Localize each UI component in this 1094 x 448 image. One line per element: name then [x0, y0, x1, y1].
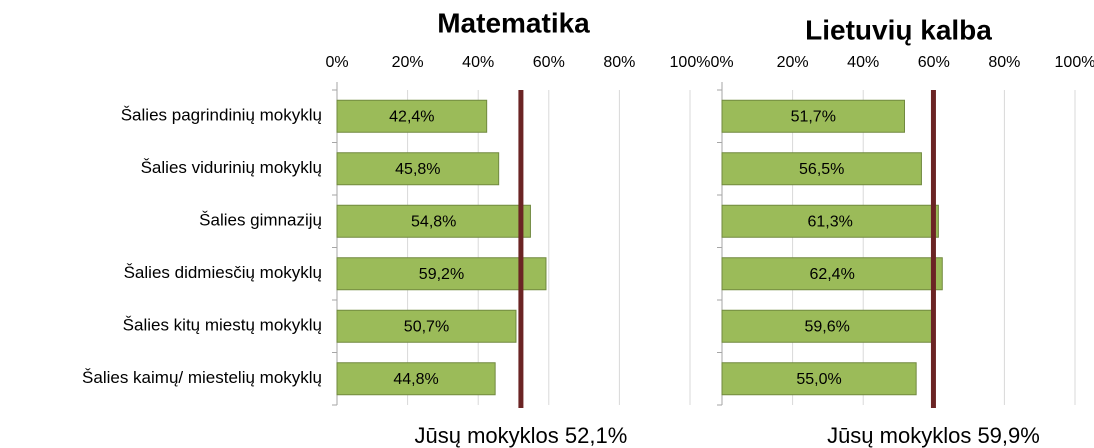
bar	[336, 204, 531, 238]
bar	[336, 99, 488, 133]
x-tick-label: 0%	[325, 54, 348, 71]
chart-title: Matematika	[437, 7, 590, 38]
data-label: 51,7%	[791, 108, 836, 125]
data-label: 42,4%	[389, 108, 434, 125]
data-label: 61,3%	[808, 213, 853, 230]
category-label: Šalies kitų miestų mokyklų	[123, 316, 322, 335]
data-label: 62,4%	[809, 266, 854, 283]
reference-label: Jūsų mokyklos 52,1%	[415, 423, 628, 448]
reference-label: Jūsų mokyklos 59,9%	[827, 423, 1040, 448]
x-tick-label: 60%	[533, 54, 565, 71]
x-tick-label: 100%	[1055, 54, 1094, 71]
x-tick-label: 20%	[392, 54, 424, 71]
bar	[336, 257, 547, 291]
bar	[336, 152, 500, 186]
x-tick-label: 60%	[918, 54, 950, 71]
x-tick-label: 0%	[710, 54, 733, 71]
category-label: Šalies gimnazijų	[199, 211, 322, 230]
data-label: 44,8%	[393, 371, 438, 388]
x-tick-label: 80%	[988, 54, 1020, 71]
x-tick-label: 40%	[462, 54, 494, 71]
data-label: 59,6%	[805, 318, 850, 335]
category-label: Šalies kaimų/ miestelių mokyklų	[82, 368, 322, 387]
bar	[721, 309, 933, 343]
category-label: Šalies didmiesčių mokyklų	[124, 263, 322, 282]
category-label: Šalies pagrindinių mokyklų	[121, 106, 322, 125]
x-tick-label: 20%	[777, 54, 809, 71]
bar	[721, 99, 906, 133]
data-label: 55,0%	[796, 371, 841, 388]
bar	[721, 362, 917, 396]
bar	[721, 152, 922, 186]
bar	[721, 257, 943, 291]
x-tick-label: 80%	[603, 54, 635, 71]
bar	[721, 204, 939, 238]
category-label: Šalies vidurinių mokyklų	[141, 158, 322, 177]
data-label: 45,8%	[395, 161, 440, 178]
chart-title: Lietuvių kalba	[805, 14, 992, 45]
data-label: 50,7%	[404, 318, 449, 335]
data-label: 56,5%	[799, 161, 844, 178]
x-tick-label: 100%	[670, 54, 711, 71]
bar	[336, 362, 496, 396]
bar	[336, 309, 517, 343]
data-label: 54,8%	[411, 213, 456, 230]
x-tick-label: 40%	[847, 54, 879, 71]
data-label: 59,2%	[419, 266, 464, 283]
